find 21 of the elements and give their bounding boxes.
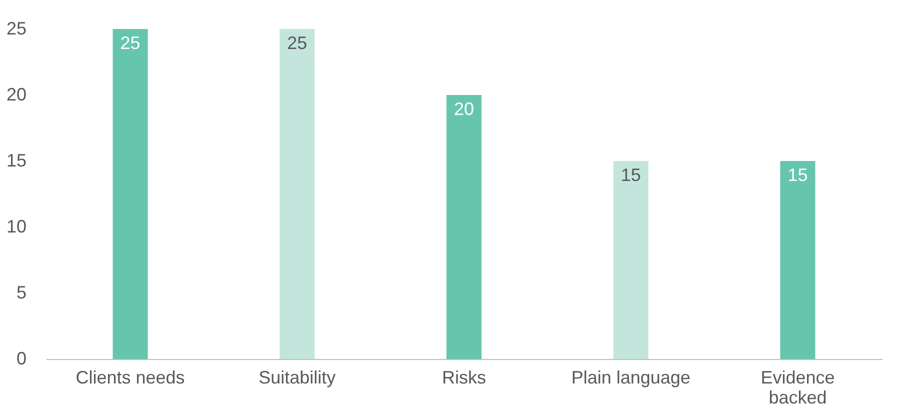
y-tick-label: 5 bbox=[16, 282, 26, 302]
x-tick-label: Risks bbox=[442, 368, 486, 388]
y-tick-label: 20 bbox=[6, 84, 26, 104]
data-label: 25 bbox=[287, 33, 308, 53]
bar bbox=[446, 95, 482, 359]
y-tick-label: 25 bbox=[6, 18, 26, 38]
bar bbox=[613, 161, 648, 359]
y-tick-label: 10 bbox=[6, 216, 26, 236]
bar bbox=[280, 29, 315, 359]
x-tick-label: Clients needs bbox=[76, 368, 185, 388]
x-tick-label: Suitability bbox=[258, 368, 336, 388]
x-tick-label: Plain language bbox=[571, 368, 690, 388]
y-tick-label: 0 bbox=[16, 348, 26, 368]
x-tick-label: Evidence backed bbox=[760, 368, 835, 408]
data-label: 15 bbox=[788, 165, 808, 185]
bar bbox=[112, 29, 148, 359]
data-label: 15 bbox=[620, 165, 641, 185]
y-tick-label: 15 bbox=[6, 150, 26, 170]
bar bbox=[780, 161, 816, 359]
data-label: 20 bbox=[454, 99, 474, 119]
data-label: 25 bbox=[120, 33, 140, 53]
